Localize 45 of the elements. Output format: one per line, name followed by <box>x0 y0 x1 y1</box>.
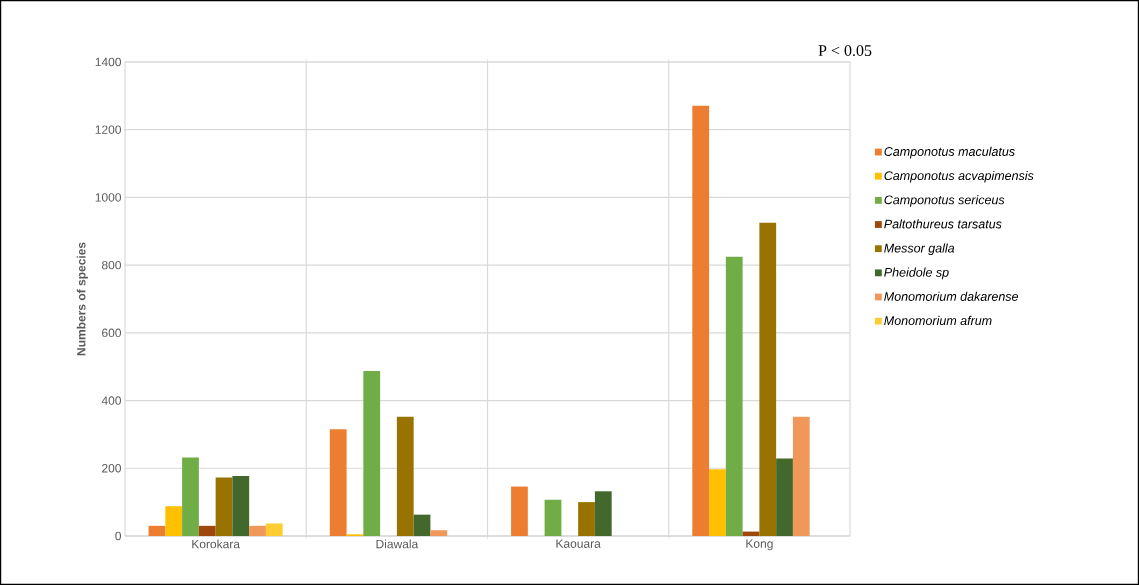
bar <box>594 491 612 536</box>
y-tick-label: 1000 <box>95 193 122 202</box>
y-tick-label: 400 <box>101 396 122 405</box>
x-tick-label: Korokara <box>192 539 240 549</box>
x-tick-label: Kong <box>746 539 773 551</box>
bar <box>148 525 166 536</box>
y-tick-label: 600 <box>102 328 122 338</box>
legend-label: Paltothureus tarsatus <box>884 219 1002 229</box>
y-tick-label: 800 <box>101 260 122 270</box>
bar <box>265 523 283 536</box>
legend-label: Messor galla <box>884 243 955 256</box>
legend-label: Camponotus maculatus <box>884 146 1015 159</box>
bar <box>396 416 414 536</box>
bar <box>511 486 528 536</box>
y-tick-label: 0 <box>115 531 122 541</box>
y-tick-label: 1400 <box>95 57 122 67</box>
bar <box>165 506 183 536</box>
bar <box>709 469 726 536</box>
bar <box>249 525 266 536</box>
bar <box>430 530 448 536</box>
x-tick-label: Kaouara <box>556 539 601 548</box>
legend-label: Pheidole sp <box>884 267 949 280</box>
bar <box>232 476 250 536</box>
legend-label: Monomorium dakarense <box>884 291 1019 301</box>
legend-label: Monomorium afrum <box>884 315 992 326</box>
bar <box>198 525 216 536</box>
bar <box>329 429 347 536</box>
bar <box>725 256 743 536</box>
y-axis-title: Numbers of species <box>76 242 88 356</box>
bar <box>363 371 381 536</box>
bar <box>776 458 793 536</box>
legend-label: Camponotus sericeus <box>884 195 1005 207</box>
text: P < 0.05 <box>818 45 872 57</box>
y-tick-label: 200 <box>102 464 122 473</box>
bar <box>792 416 810 536</box>
bar <box>215 477 233 536</box>
bar <box>544 499 562 536</box>
x-tick-label: Diawala <box>376 539 419 549</box>
bar <box>413 514 431 536</box>
bar <box>759 222 777 536</box>
bar <box>578 502 595 536</box>
y-tick-label: 1200 <box>95 125 122 134</box>
bar <box>692 105 710 536</box>
bar <box>182 457 199 536</box>
legend-label: Camponotus acvapimensis <box>884 170 1034 183</box>
